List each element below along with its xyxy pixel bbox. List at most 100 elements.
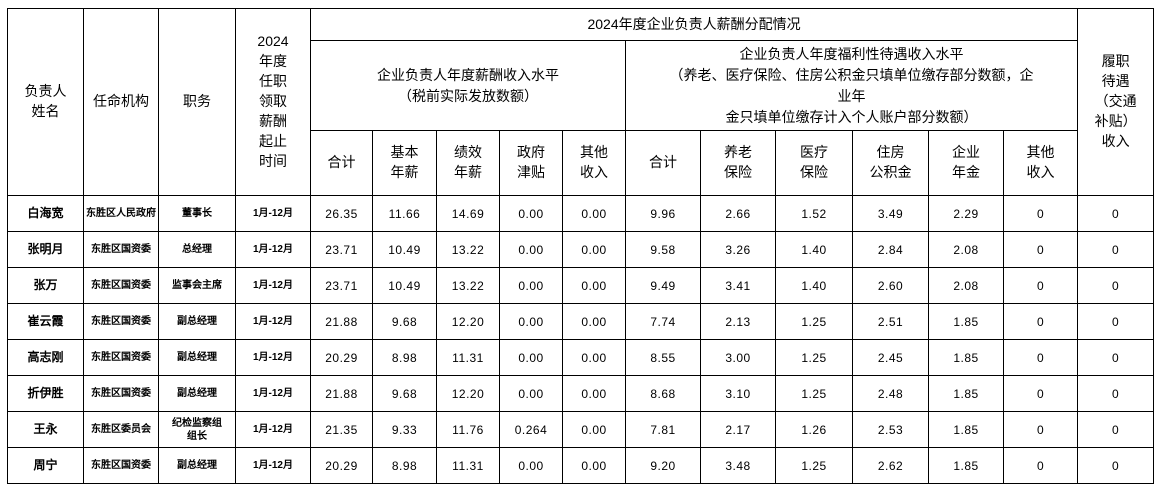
cell-housing-fund: 3.49 <box>852 195 929 232</box>
cell-pension: 2.66 <box>700 195 776 232</box>
cell-base-salary: 10.49 <box>372 231 437 268</box>
cell-base-salary: 11.66 <box>372 195 437 232</box>
cell-annuity: 1.85 <box>928 303 1004 340</box>
cell-salary-total: 26.35 <box>310 195 373 232</box>
cell-pension: 2.13 <box>700 303 776 340</box>
cell-base-salary: 9.33 <box>372 411 437 448</box>
cell-duty-allowance: 0 <box>1077 195 1155 232</box>
cell-base-salary: 8.98 <box>372 447 437 484</box>
cell-welfare-other: 0 <box>1002 339 1079 376</box>
cell-name: 张明月 <box>7 231 84 268</box>
cell-base-salary: 10.49 <box>372 267 437 304</box>
cell-duty-allowance: 0 <box>1077 303 1155 340</box>
cell-performance-salary: 13.22 <box>436 267 500 304</box>
cell-salary-other: 0.00 <box>562 411 626 448</box>
cell-welfare-other: 0 <box>1002 375 1079 412</box>
cell-name: 高志刚 <box>7 339 84 376</box>
cell-housing-fund: 2.51 <box>852 303 929 340</box>
cell-agency: 东胜区国资委 <box>83 447 159 484</box>
header-welfare-other: 其他 收入 <box>1002 130 1079 196</box>
cell-name: 白海宽 <box>7 195 84 232</box>
cell-base-salary: 8.98 <box>372 339 437 376</box>
cell-performance-salary: 12.20 <box>436 375 500 412</box>
cell-gov-allowance: 0.264 <box>499 411 563 448</box>
table-row: 张万 东胜区国资委 监事会主席 1月-12月 23.71 10.49 13.22… <box>7 267 1155 304</box>
cell-performance-salary: 14.69 <box>436 195 500 232</box>
cell-annuity: 1.85 <box>928 447 1004 484</box>
cell-welfare-total: 8.68 <box>625 375 701 412</box>
cell-medical-insurance: 1.40 <box>775 267 853 304</box>
salary-table: 负责人 姓名 任命机构 职务 2024 年度 任职 领取 薪酬 起止 时间 20… <box>7 8 1155 484</box>
cell-position: 董事长 <box>158 195 236 232</box>
cell-housing-fund: 2.48 <box>852 375 929 412</box>
header-medical: 医疗 保险 <box>775 130 853 196</box>
cell-period: 1月-12月 <box>235 375 311 412</box>
cell-position: 副总经理 <box>158 447 236 484</box>
header-position: 职务 <box>158 8 236 196</box>
cell-position: 监事会主席 <box>158 267 236 304</box>
cell-housing-fund: 2.62 <box>852 447 929 484</box>
cell-duty-allowance: 0 <box>1077 411 1155 448</box>
header-base-salary: 基本 年薪 <box>372 130 437 196</box>
cell-name: 折伊胜 <box>7 375 84 412</box>
cell-welfare-total: 9.96 <box>625 195 701 232</box>
cell-medical-insurance: 1.52 <box>775 195 853 232</box>
cell-duty-allowance: 0 <box>1077 267 1155 304</box>
cell-medical-insurance: 1.25 <box>775 339 853 376</box>
cell-gov-allowance: 0.00 <box>499 303 563 340</box>
table-row: 白海宽 东胜区人民政府 董事长 1月-12月 26.35 11.66 14.69… <box>7 195 1155 232</box>
table-row: 高志刚 东胜区国资委 副总经理 1月-12月 20.29 8.98 11.31 … <box>7 339 1155 376</box>
cell-salary-other: 0.00 <box>562 375 626 412</box>
cell-medical-insurance: 1.40 <box>775 231 853 268</box>
cell-medical-insurance: 1.25 <box>775 303 853 340</box>
cell-base-salary: 9.68 <box>372 375 437 412</box>
cell-salary-total: 21.88 <box>310 303 373 340</box>
cell-position: 纪检监察组 组长 <box>158 411 236 448</box>
cell-salary-total: 21.35 <box>310 411 373 448</box>
header-performance-salary: 绩效 年薪 <box>436 130 500 196</box>
cell-welfare-total: 9.49 <box>625 267 701 304</box>
cell-welfare-total: 7.74 <box>625 303 701 340</box>
cell-welfare-other: 0 <box>1002 447 1079 484</box>
cell-welfare-other: 0 <box>1002 303 1079 340</box>
header-housing-fund: 住房 公积金 <box>852 130 929 196</box>
cell-welfare-other: 0 <box>1002 267 1079 304</box>
cell-housing-fund: 2.84 <box>852 231 929 268</box>
cell-gov-allowance: 0.00 <box>499 375 563 412</box>
cell-position: 副总经理 <box>158 303 236 340</box>
cell-salary-other: 0.00 <box>562 447 626 484</box>
cell-salary-other: 0.00 <box>562 303 626 340</box>
header-salary-group: 企业负责人年度薪酬收入水平 （税前实际发放数额） <box>310 40 626 131</box>
cell-gov-allowance: 0.00 <box>499 195 563 232</box>
header-pension: 养老 保险 <box>700 130 776 196</box>
cell-salary-total: 21.88 <box>310 375 373 412</box>
cell-salary-total: 23.71 <box>310 231 373 268</box>
cell-salary-other: 0.00 <box>562 339 626 376</box>
header-main-title: 2024年度企业负责人薪酬分配情况 <box>309 8 1079 41</box>
cell-medical-insurance: 1.25 <box>775 447 853 484</box>
cell-period: 1月-12月 <box>235 447 311 484</box>
table-row: 折伊胜 东胜区国资委 副总经理 1月-12月 21.88 9.68 12.20 … <box>7 375 1155 412</box>
cell-base-salary: 9.68 <box>372 303 437 340</box>
cell-welfare-total: 9.58 <box>625 231 701 268</box>
cell-duty-allowance: 0 <box>1077 339 1155 376</box>
cell-performance-salary: 13.22 <box>436 231 500 268</box>
cell-performance-salary: 11.76 <box>436 411 500 448</box>
cell-welfare-total: 8.55 <box>625 339 701 376</box>
cell-name: 崔云霞 <box>7 303 84 340</box>
cell-welfare-other: 0 <box>1002 411 1079 448</box>
cell-period: 1月-12月 <box>235 231 311 268</box>
header-period: 2024 年度 任职 领取 薪酬 起止 时间 <box>235 8 311 196</box>
cell-salary-other: 0.00 <box>562 195 626 232</box>
cell-annuity: 2.29 <box>928 195 1004 232</box>
cell-salary-other: 0.00 <box>562 231 626 268</box>
cell-salary-total: 20.29 <box>310 339 373 376</box>
cell-welfare-other: 0 <box>1002 231 1079 268</box>
cell-pension: 3.26 <box>700 231 776 268</box>
cell-agency: 东胜区国资委 <box>83 375 159 412</box>
cell-name: 周宁 <box>7 447 84 484</box>
cell-gov-allowance: 0.00 <box>499 231 563 268</box>
header-welfare-total: 合计 <box>625 130 701 196</box>
cell-performance-salary: 11.31 <box>436 447 500 484</box>
